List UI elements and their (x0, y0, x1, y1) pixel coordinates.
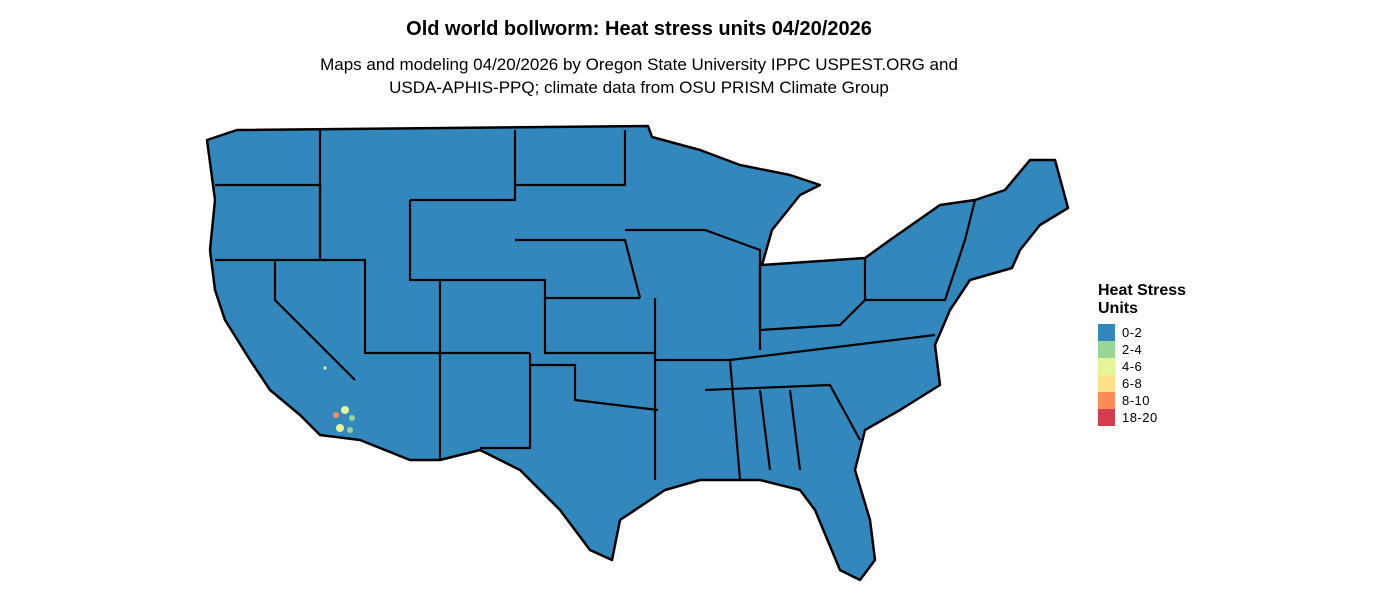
legend-item: 0-2 (1098, 324, 1208, 341)
legend-item: 8-10 (1098, 392, 1208, 409)
legend: Heat Stress Units 0-2 2-4 4-6 6-8 8-10 18-20 (1098, 282, 1208, 426)
map-subtitle-line1: Maps and modeling 04/20/2026 by Oregon S… (320, 55, 958, 74)
state-borders (215, 130, 977, 481)
map-subtitle-line2: USDA-APHIS-PPQ; climate data from OSU PR… (389, 78, 889, 97)
legend-label: 0-2 (1122, 325, 1143, 340)
legend-swatch (1098, 392, 1115, 409)
heat-stress-hotspots (323, 366, 355, 433)
legend-swatch (1098, 409, 1115, 426)
legend-item: 4-6 (1098, 358, 1208, 375)
legend-item: 6-8 (1098, 375, 1208, 392)
legend-swatch (1098, 324, 1115, 341)
legend-item: 2-4 (1098, 341, 1208, 358)
legend-label: 2-4 (1122, 342, 1143, 357)
legend-label: 18-20 (1122, 410, 1158, 425)
legend-label: 6-8 (1122, 376, 1143, 391)
legend-swatch (1098, 358, 1115, 375)
legend-swatch (1098, 375, 1115, 392)
legend-item: 18-20 (1098, 409, 1208, 426)
map-title: Old world bollworm: Heat stress units 04… (406, 18, 872, 40)
legend-label: 4-6 (1122, 359, 1143, 374)
legend-swatch (1098, 341, 1115, 358)
legend-title: Heat Stress Units (1098, 282, 1187, 317)
legend-label: 8-10 (1122, 393, 1151, 408)
